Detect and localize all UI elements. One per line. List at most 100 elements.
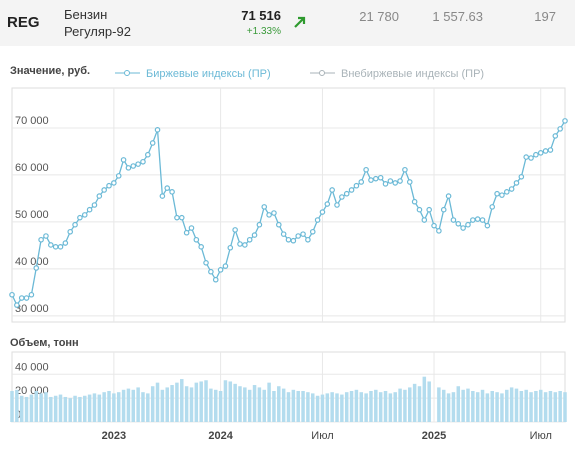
volume-bar <box>131 389 136 422</box>
volume-bar <box>311 393 315 422</box>
volume-bar <box>374 389 378 422</box>
volume-bar <box>257 387 262 422</box>
volume-bar <box>180 379 184 422</box>
volume-bar <box>92 393 97 422</box>
price-point <box>290 237 297 244</box>
volume-bar <box>495 392 499 422</box>
price-point <box>242 242 248 248</box>
y-tick-label: 40 000 <box>15 361 49 373</box>
volume-bar <box>136 387 140 422</box>
price-point <box>368 177 374 183</box>
up-arrow <box>294 16 306 28</box>
quote-row[interactable]: REG Бензин Регуляр-92 71 516 +1.33% 21 7… <box>0 0 575 46</box>
volume-bar <box>534 390 538 422</box>
volume-bar <box>543 392 548 422</box>
price-point <box>406 179 413 185</box>
price: 71 516 <box>241 8 281 23</box>
plot-frame <box>11 351 566 423</box>
price-point <box>387 178 394 184</box>
x-tick-label: 2024 <box>208 430 233 442</box>
volume-bar <box>247 389 252 422</box>
volume-bar <box>359 392 364 422</box>
price-point <box>319 209 326 215</box>
price-point <box>300 231 306 237</box>
price-point <box>411 198 418 205</box>
price-point <box>494 190 500 197</box>
price-point <box>528 155 534 161</box>
volume-bar <box>509 387 514 422</box>
price-point <box>557 126 563 132</box>
volume-bar <box>548 390 553 422</box>
price-point <box>232 227 238 233</box>
price-point <box>503 189 510 195</box>
volume-bar <box>558 390 562 422</box>
price-point <box>508 186 515 192</box>
volume-bar <box>68 398 72 422</box>
price-point <box>106 182 112 189</box>
price-point <box>348 187 355 193</box>
volume-bar <box>209 388 213 422</box>
volume-bar <box>29 394 34 422</box>
volume-bar <box>146 393 150 422</box>
price-point <box>271 210 277 216</box>
price-point <box>33 265 40 271</box>
price-point <box>562 118 568 124</box>
volume-bar <box>73 395 77 422</box>
volume-bar <box>267 382 271 422</box>
volume-bar <box>408 387 412 422</box>
price-point <box>499 192 505 198</box>
volume-bar <box>97 394 102 422</box>
price-point <box>67 228 74 235</box>
volume-bar <box>393 392 397 422</box>
price-point <box>329 187 335 193</box>
volume-bar <box>228 381 233 422</box>
volume-bar <box>160 389 165 422</box>
price-point <box>402 166 408 173</box>
volume-bar <box>243 387 247 422</box>
price-point <box>397 178 403 184</box>
volume-bar <box>335 393 339 422</box>
volume-bar <box>83 395 87 422</box>
price-point <box>547 147 554 153</box>
price-point <box>188 225 195 231</box>
volume-bar <box>505 389 509 422</box>
volume-bar <box>296 390 300 422</box>
price-point <box>309 228 316 235</box>
price-point <box>552 133 559 139</box>
volume-bar <box>349 390 354 422</box>
price-point <box>169 189 175 195</box>
volume-bar <box>116 392 121 422</box>
change: +1.33% <box>246 26 281 37</box>
volume-bar <box>291 389 296 422</box>
volume-bar <box>262 389 266 422</box>
volume-bar <box>78 396 82 422</box>
price-point <box>246 236 253 243</box>
volume-bar <box>354 389 359 422</box>
price-point <box>208 268 214 275</box>
price-point <box>363 166 369 173</box>
volume-bar <box>277 386 281 422</box>
volume-bar <box>175 382 179 422</box>
price-point <box>533 151 539 158</box>
volume-bar <box>456 386 461 422</box>
volume: 21 780 <box>359 9 399 24</box>
price-point <box>518 174 525 180</box>
price-point <box>72 221 78 228</box>
volume-bar <box>383 390 388 422</box>
price-point <box>23 295 30 301</box>
volume-bar <box>344 392 349 422</box>
price-point <box>305 236 311 243</box>
price-point <box>465 221 471 228</box>
volume-bar <box>466 388 470 422</box>
price-point <box>14 302 20 308</box>
x-tick-label: 2025 <box>422 430 446 442</box>
price-point <box>154 127 161 133</box>
price-point <box>392 180 399 186</box>
price-point <box>38 236 44 243</box>
price-point <box>115 173 122 179</box>
volume-bar <box>63 396 68 422</box>
price-point <box>373 175 379 182</box>
price-point <box>48 242 54 248</box>
axis-title: Объем, тонн <box>10 337 79 349</box>
